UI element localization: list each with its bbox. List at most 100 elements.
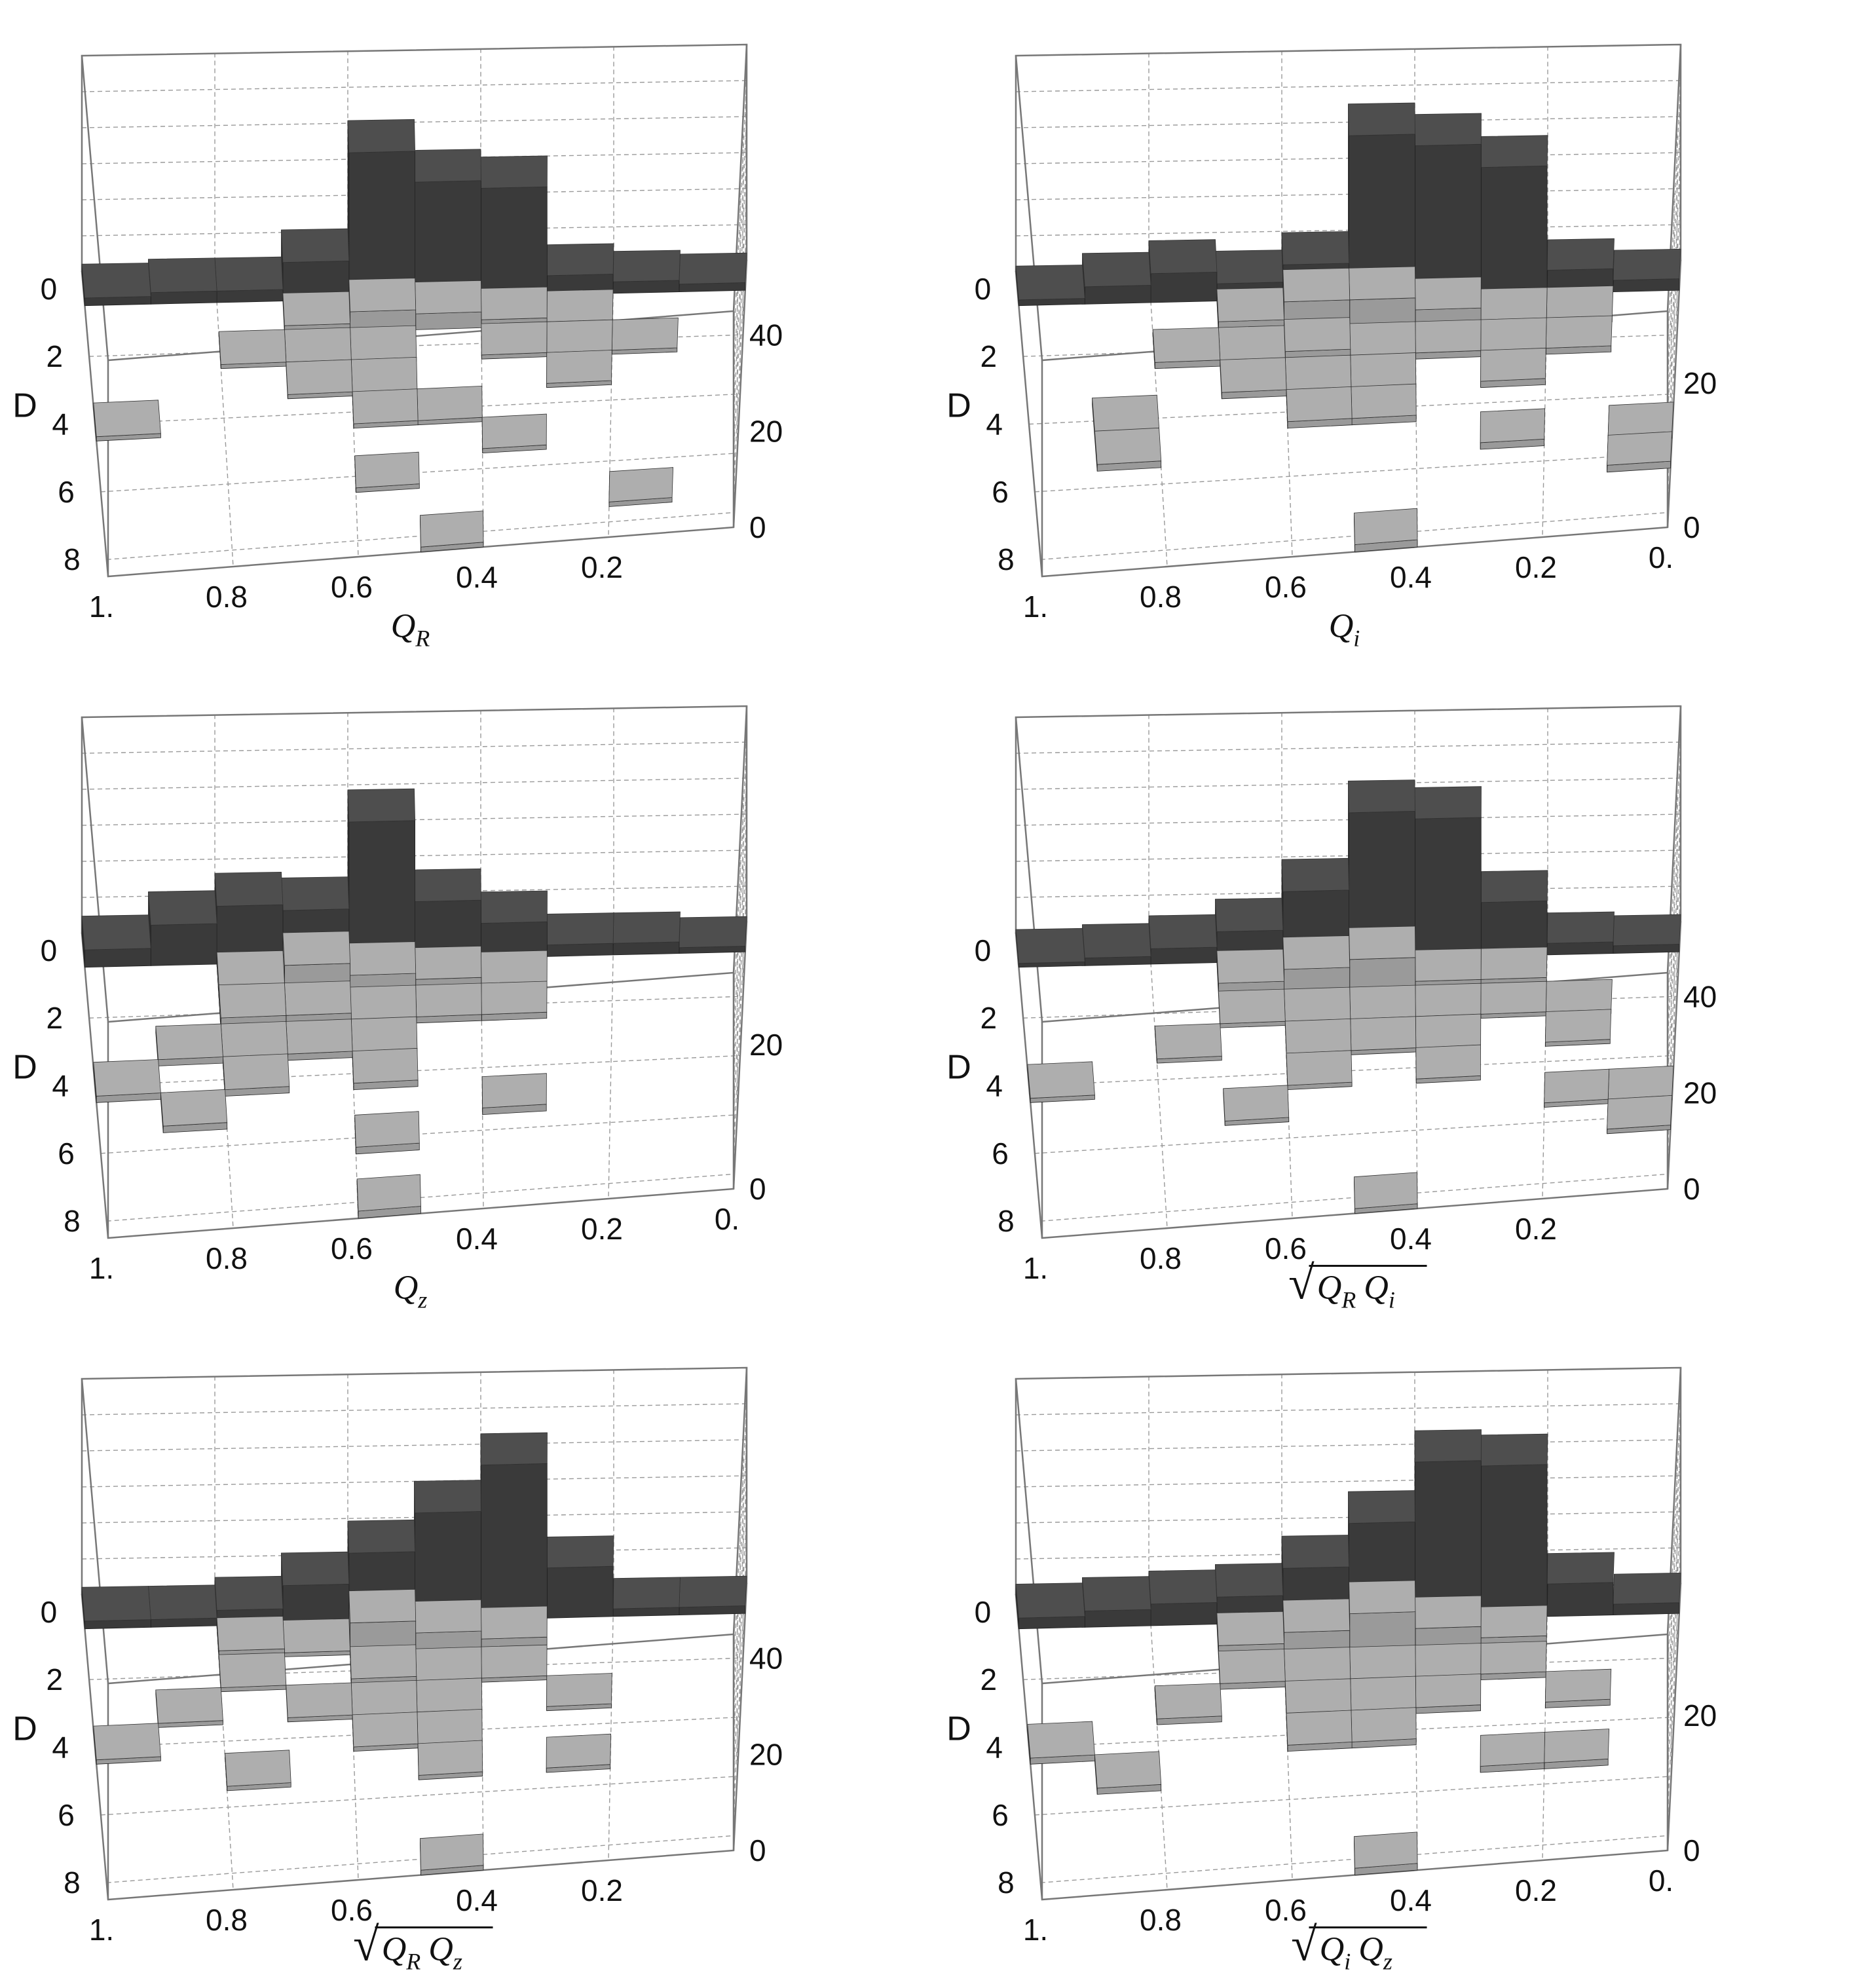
bar-light (1415, 319, 1482, 360)
bar-light (1480, 1731, 1546, 1773)
bar-light (1351, 1707, 1417, 1749)
bar-dark (1480, 135, 1548, 295)
bar-light (1349, 266, 1416, 330)
bar-light (481, 981, 548, 1021)
bar-light (352, 388, 419, 429)
bar-light (225, 1750, 291, 1791)
y-tick-label: 0 (41, 272, 58, 306)
bar-dark (281, 228, 350, 302)
bar-light (1353, 1831, 1418, 1875)
bar-light (1415, 1044, 1482, 1084)
chart-svg-qz: 1. 0.8 0.6 0.4 0.2 0. 0 2 4 6 8 D 0 20 Qz (12, 705, 783, 1313)
bar-dark (480, 1432, 548, 1621)
x-tick-label: 0.4 (456, 1222, 498, 1256)
bar-light (155, 1023, 223, 1066)
x-tick-label: 1. (1023, 1251, 1048, 1285)
bar-light (1218, 1649, 1286, 1690)
bar-light (93, 1723, 161, 1765)
bar-dark (81, 914, 151, 968)
x-tick-label: 0.2 (581, 1212, 623, 1246)
bars (81, 788, 747, 1219)
x-tick-label: 0.4 (456, 1883, 498, 1917)
bar-light (480, 1605, 548, 1651)
bar-light (1480, 981, 1547, 1019)
y-tick-label: 0 (975, 272, 992, 306)
bar-dark (1148, 914, 1218, 965)
x-tick-label: 0.8 (206, 1903, 248, 1937)
bar-light (286, 1019, 353, 1061)
bar-light (1350, 1016, 1417, 1055)
bar-light (354, 1111, 420, 1155)
bar-dark (281, 1551, 350, 1625)
bar-light (93, 1059, 161, 1103)
y-tick-label: 4 (52, 407, 69, 441)
bar-light (1094, 427, 1162, 472)
z-tick-label: 0 (749, 510, 766, 544)
y-tick-label: 0 (41, 1595, 58, 1629)
bar-light (1480, 947, 1548, 988)
bar-light (481, 1073, 547, 1116)
bar-light (1480, 408, 1546, 450)
z-tick-label: 0 (1683, 1172, 1700, 1206)
bar-dark (1148, 239, 1218, 303)
bar-light (1223, 1085, 1290, 1126)
bar-light (1220, 357, 1287, 400)
bar-light (415, 983, 482, 1024)
y-tick-label: 2 (47, 339, 64, 373)
bar-dark (1015, 265, 1085, 307)
y-axis-label: D (946, 1710, 971, 1748)
bar-light (1282, 935, 1351, 994)
bar-light (546, 350, 612, 388)
x-axis-label: QR (391, 608, 430, 652)
x-tick-label: 0.2 (1515, 1873, 1557, 1907)
bar-light (481, 1644, 548, 1683)
y-axis-label: D (12, 386, 37, 424)
bar-light (417, 1740, 483, 1780)
x-tick-label: 0. (715, 1202, 739, 1236)
bar-light (1607, 431, 1673, 473)
bar-light (352, 1047, 419, 1091)
y-tick-label: 8 (64, 1866, 81, 1900)
y-tick-label: 2 (47, 1662, 64, 1697)
z-tick-label: 0 (749, 1172, 766, 1206)
x-tick-label: 0.2 (581, 550, 623, 584)
y-tick-label: 8 (64, 1204, 81, 1238)
bar-dark (480, 155, 548, 297)
bar-light (93, 400, 161, 441)
bar-light (348, 278, 417, 332)
bar-light (611, 317, 679, 355)
x-axis-label: Qz (394, 1269, 428, 1313)
z-tick-label: 20 (1683, 1076, 1717, 1110)
bar-light (160, 1089, 228, 1133)
z-tick-label: 40 (749, 318, 783, 352)
bar-light (1218, 988, 1286, 1028)
bars (1015, 102, 1681, 552)
bar-light (480, 286, 548, 328)
z-tick-label: 20 (749, 1737, 783, 1771)
bar-dark (1015, 928, 1085, 968)
bar-light (417, 385, 483, 426)
bar-light (415, 280, 482, 330)
bar-dark (1414, 113, 1482, 297)
bar-light (608, 467, 674, 507)
bar-light (1349, 926, 1416, 992)
x-axis-label: √QR Qz (353, 1919, 462, 1975)
bar-light (1349, 1580, 1416, 1653)
y-tick-label: 0 (975, 1595, 992, 1629)
bar-dark (1082, 252, 1151, 305)
bar-dark (414, 868, 481, 960)
bar-light (546, 1673, 612, 1712)
z-tick-label: 0 (1683, 510, 1700, 544)
y-tick-label: 4 (986, 407, 1003, 441)
bar-light (1027, 1721, 1095, 1765)
x-tick-label: 1. (1023, 1913, 1048, 1947)
bar-dark (214, 871, 284, 965)
bar-dark (81, 1586, 151, 1630)
bar-dark (347, 788, 416, 962)
x-tick-label: 0.2 (581, 1873, 623, 1907)
y-tick-label: 6 (992, 475, 1009, 509)
x-axis-label: √Qi Qz (1291, 1919, 1392, 1975)
x-tick-label: 0.6 (1265, 570, 1307, 604)
z-tick-label: 20 (749, 1028, 783, 1062)
bar-light (546, 1733, 612, 1773)
